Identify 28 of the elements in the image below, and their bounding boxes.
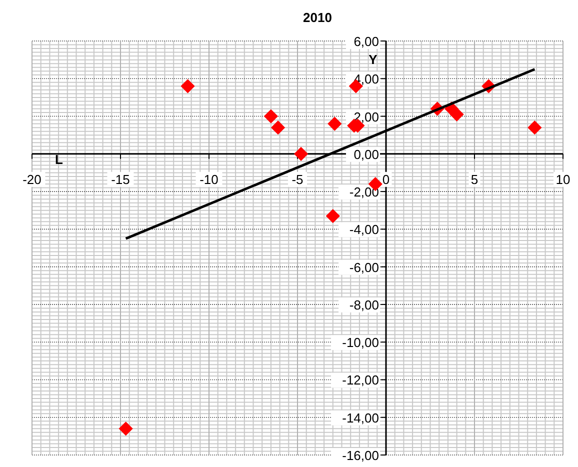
- y-tick-label: -12,00: [342, 372, 379, 388]
- point: [450, 107, 464, 122]
- x-tick-label: -20: [22, 172, 42, 187]
- x-tick-label: -5: [292, 172, 304, 187]
- y-axis-title: Y: [368, 52, 378, 67]
- y-tick-label: -16,00: [342, 448, 379, 463]
- x-tick-label: -10: [200, 172, 218, 187]
- y-tick-label: -14,00: [342, 410, 379, 426]
- y-tick-label: -4,00: [349, 222, 379, 238]
- point: [270, 120, 286, 135]
- point: [326, 208, 340, 224]
- point: [328, 116, 342, 131]
- y-tick-label: -6,00: [349, 260, 379, 275]
- x-axis-title: L: [55, 152, 64, 167]
- point: [118, 422, 133, 436]
- x-tick-label: 5: [470, 172, 478, 187]
- point: [180, 79, 195, 94]
- y-tick-label: 0,00: [354, 146, 379, 162]
- y-tick-label: 6,00: [354, 34, 379, 49]
- chart-title: 2010: [303, 10, 332, 25]
- x-tick-label: 0: [382, 172, 390, 187]
- point: [264, 109, 278, 124]
- y-tick-label: -8,00: [349, 297, 379, 312]
- x-tick-label: -15: [111, 172, 130, 187]
- point: [528, 120, 542, 135]
- x-tick-label: 10: [556, 172, 570, 187]
- y-tick-label: -10,00: [342, 335, 379, 350]
- point: [294, 146, 308, 161]
